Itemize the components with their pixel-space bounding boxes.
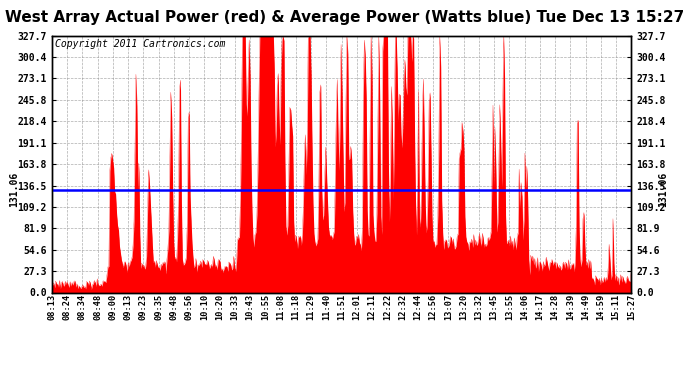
- Text: Copyright 2011 Cartronics.com: Copyright 2011 Cartronics.com: [55, 39, 225, 50]
- Text: West Array Actual Power (red) & Average Power (Watts blue) Tue Dec 13 15:27: West Array Actual Power (red) & Average …: [6, 10, 684, 26]
- Text: 131.06: 131.06: [658, 172, 668, 207]
- Text: 131.06: 131.06: [9, 172, 19, 207]
